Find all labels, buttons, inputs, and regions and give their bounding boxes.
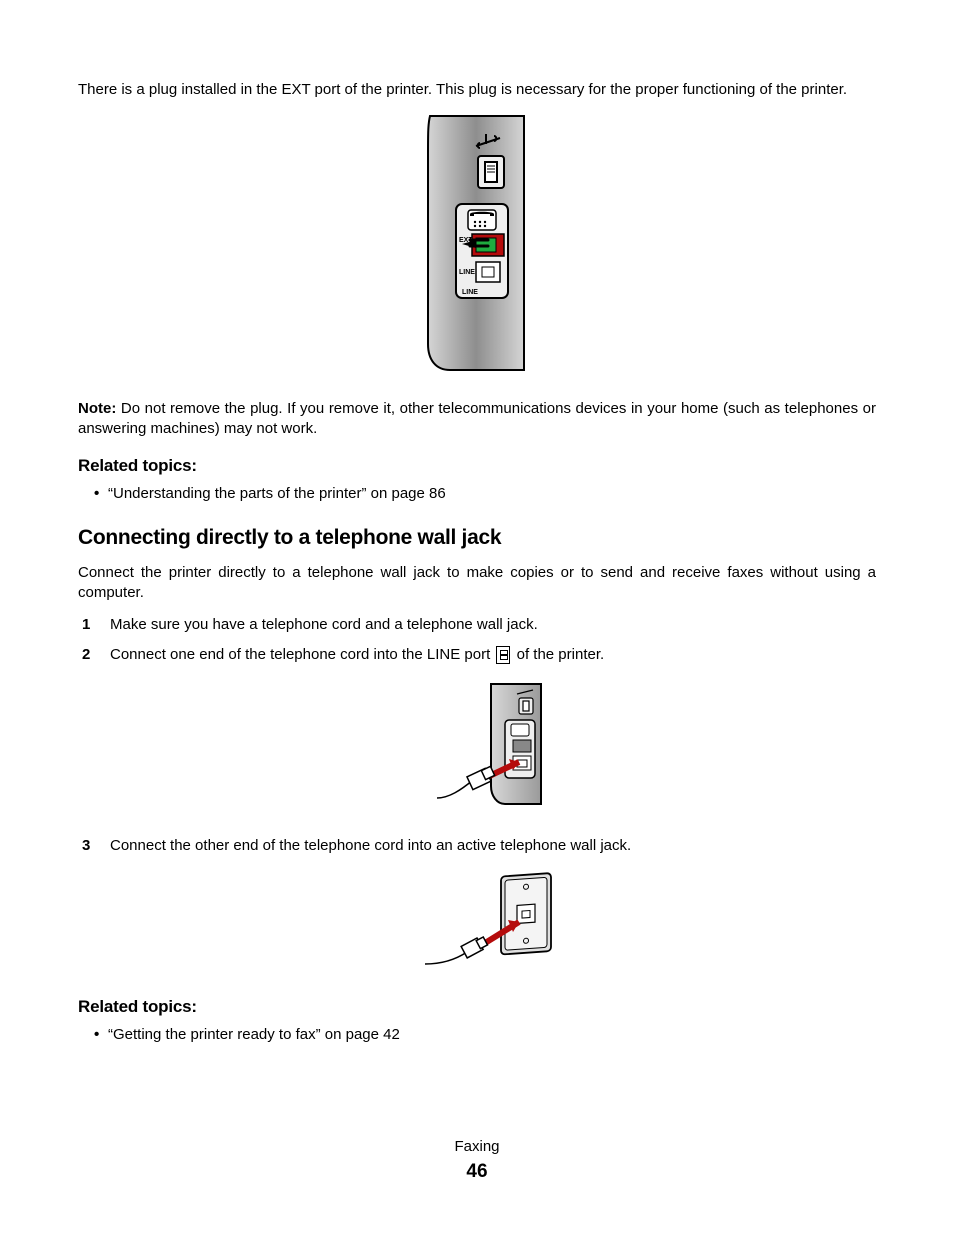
step-3: 3 Connect the other end of the telephone… [106, 836, 876, 977]
page-footer: Faxing 46 [0, 1137, 954, 1185]
footer-page-number: 46 [0, 1159, 954, 1185]
note-text: Do not remove the plug. If you remove it… [78, 400, 876, 437]
note-paragraph: Note: Do not remove the plug. If you rem… [78, 399, 876, 440]
line-port-icon [496, 646, 510, 664]
figure-line-port [110, 680, 876, 816]
related-link-2[interactable]: “Getting the printer ready to fax” on pa… [108, 1025, 876, 1045]
step-1-number: 1 [82, 615, 90, 635]
footer-chapter: Faxing [0, 1137, 954, 1157]
related-topics-heading-2: Related topics: [78, 996, 876, 1019]
figure-ext-port: EXT LINE LINE [78, 114, 876, 378]
svg-text:LINE: LINE [462, 289, 478, 296]
svg-text:LINE: LINE [459, 269, 475, 276]
step-2-text-b: of the printer. [512, 646, 604, 663]
step-2-text-a: Connect one end of the telephone cord in… [110, 646, 494, 663]
note-label: Note: [78, 400, 116, 417]
section-intro: Connect the printer directly to a teleph… [78, 563, 876, 604]
step-2: 2 Connect one end of the telephone cord … [106, 645, 876, 816]
figure-wall-jack [110, 870, 876, 976]
step-2-number: 2 [82, 645, 90, 665]
intro-paragraph: There is a plug installed in the EXT por… [78, 80, 876, 100]
related-link-1[interactable]: “Understanding the parts of the printer”… [108, 484, 876, 504]
step-3-number: 3 [82, 836, 90, 856]
related-topics-heading-1: Related topics: [78, 455, 876, 478]
step-3-text: Connect the other end of the telephone c… [110, 837, 631, 854]
section-heading: Connecting directly to a telephone wall … [78, 524, 876, 552]
step-1-text: Make sure you have a telephone cord and … [110, 616, 538, 633]
step-1: 1 Make sure you have a telephone cord an… [106, 615, 876, 635]
